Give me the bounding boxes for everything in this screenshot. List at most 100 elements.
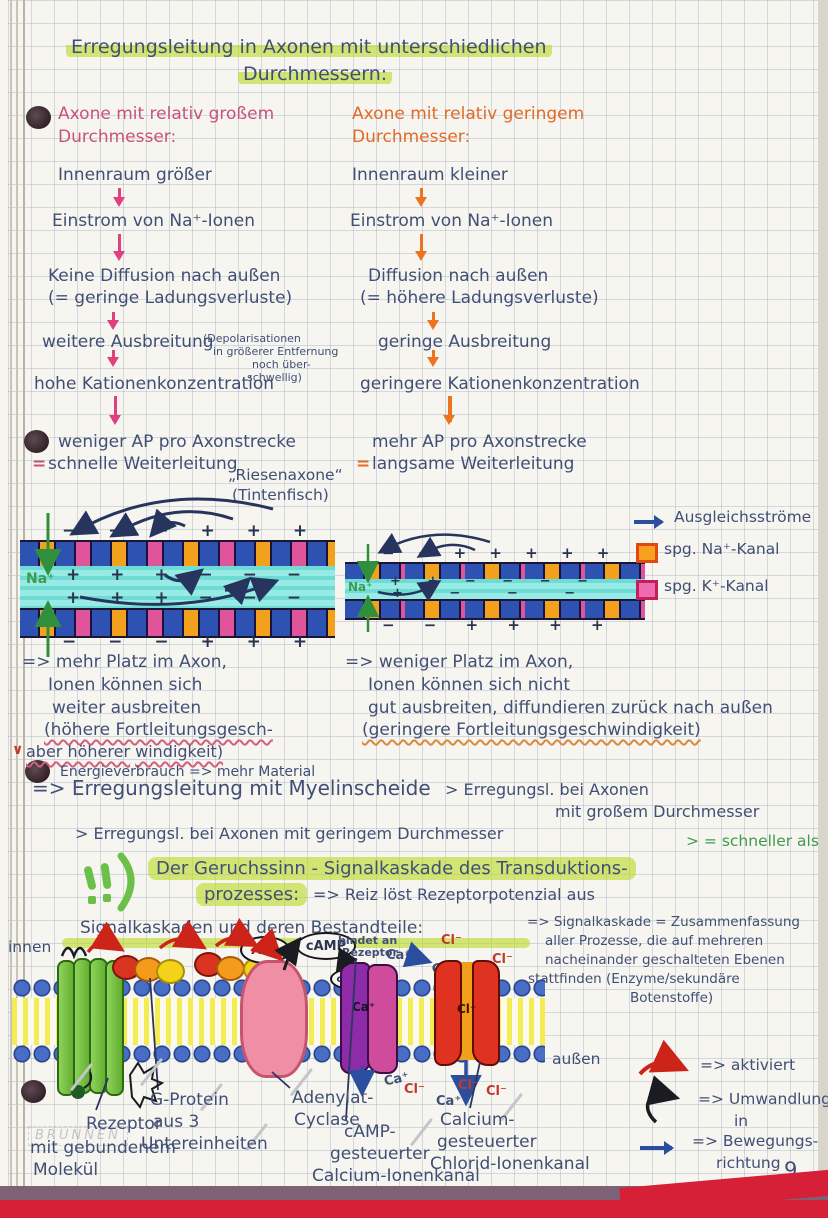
right-step-kationen: geringere Kationenkonzentration [360,374,640,394]
concl-left-2: Ionen können sich [48,675,203,695]
right-step-ausbreitung: geringe Ausbreitung [378,332,552,352]
legend-na-kanal: spg. Na⁺-Kanal [664,540,780,558]
left-col-heading-2: Durchmesser: [58,127,177,147]
cl-ion-label: Cl⁻ [486,1084,507,1099]
reiz-note: => Reiz löst Rezeptorpotenzial aus [312,885,595,904]
concl-right-4: (geringere Fortleitungsgeschwindigkeit) [362,720,701,740]
label-rezeptor-3: Molekül [33,1160,99,1180]
label-calcium-kanal-3: Chlorid-Ionenkanal [430,1154,590,1174]
right-step-weiterleitung: langsame Weiterleitung [372,454,575,474]
right-step-diffusion-2: (= höhere Ladungsverluste) [360,288,599,308]
note-line-2: aller Prozesse, die auf mehreren [545,933,764,949]
axon-right-membrane-bottom [345,599,645,620]
punch-hole [25,760,50,783]
punch-hole [24,430,49,453]
left-note-4: schwellig) [247,371,302,384]
flow-arrow-down [113,188,125,207]
flow-arrow-down [113,234,125,261]
legend2-aktiviert: => aktiviert [700,1056,796,1074]
concl-left-5: windigkeit) [135,742,224,761]
myelin-line1b: > Erregungsl. bei Axonen [445,780,649,799]
note-line-3: nacheinander geschalteten Ebenen [545,952,785,968]
cl-ion-label: Cl⁻ [492,952,513,967]
note-line-5: Botenstoffe) [630,990,714,1006]
label-rezeptor-1: Rezeptor [86,1114,162,1134]
flow-arrow-down [427,312,439,330]
concl-right-3: gut ausbreiten, diffundieren zurück nach… [368,698,773,718]
label-camp-kanal-1: cAMP- [344,1122,396,1142]
bindet-an-label-1: bindet an [338,934,398,947]
flow-arrow-down [415,188,427,207]
legend2-bewegung-2: richtung [716,1154,781,1172]
insert-aber-hoeherer: aber höherer windigkeit) [26,742,224,761]
left-note-2: in größerer Entfernung [213,345,339,358]
aussen-label: außen [552,1050,601,1068]
left-step-einstrom: Einstrom von Na⁺-Ionen [52,211,256,231]
legend2-bewegung-1: => Bewegungs- [692,1132,819,1150]
right-step-einstrom: Einstrom von Na⁺-Ionen [350,211,554,231]
membrane-diagram-annotations [60,918,482,1121]
bewegungsrichtung-arrow-icon [640,1141,674,1154]
chloride-channel-left [434,960,462,1066]
label-gprotein-1: G-Protein [150,1090,229,1110]
green-mark-icon [117,852,135,912]
concl-left-3: weiter ausbreiten [52,698,202,718]
cl-ion-label: Cl⁻ [458,1078,479,1093]
axon-right-arrows [356,532,491,632]
label-gprotein-2: aus 3 [153,1112,200,1132]
axon-left-signs-below: − − − + + + [62,632,308,652]
brunnen-watermark: BRUNNEN [28,1126,128,1146]
left-col-heading-1: Axone mit relativ großem [58,104,275,124]
insert-energieverbrauch: Energieverbrauch => mehr Material [60,764,316,780]
axon-left-arrows [34,497,280,657]
section2-title-line1: Der Geruchssinn - Signalkaskade des Tran… [148,857,636,880]
left-step-ausbreitung: weitere Ausbreitung [42,332,214,352]
flow-arrow-down [107,350,119,367]
label-adenylat-2: Cyclase [294,1110,360,1130]
left-step-kationen: hohe Kationenkonzentration [34,374,275,394]
right-col-heading-1: Axone mit relativ geringem [352,104,585,124]
legend-ausgleichsstroeme: Ausgleichsströme [674,508,812,526]
left-equals: = [32,454,47,474]
right-step-ap: mehr AP pro Axonstrecke [372,432,587,452]
right-col-heading-2: Durchmesser: [352,127,471,147]
label-rezeptor-2: mit gebundenem [30,1138,176,1158]
cl-ion-label: Cl⁻ [457,1002,477,1016]
ca-ion-label: Ca⁺ [436,1094,462,1109]
riesenaxone-label: „Riesenaxone“ [228,466,343,484]
flow-arrow-down [415,234,427,261]
left-note-3: noch über- [252,358,311,371]
label-calcium-kanal-1: Calcium- [440,1110,515,1130]
section1-title-line2: Durchmessern: [238,63,393,86]
legend-k-kanal: spg. K⁺-Kanal [664,577,769,595]
left-step-diffusion-2: (= geringe Ladungsverluste) [48,288,293,308]
label-camp-kanal-2: gesteuerter [330,1144,430,1164]
myelin-line1c: mit großem Durchmesser [555,802,760,821]
aktiviert-arrow-icon [638,1039,689,1076]
left-step-weiterleitung: schnelle Weiterleitung [48,454,238,474]
concl-right-1: => weniger Platz im Axon, [345,652,574,672]
note-line-4: stattfinden (Enzyme/sekundäre [528,971,740,987]
k-channel-icon [636,580,658,600]
concl-left-4: (höhere Fortleitungsgesch- [44,720,273,740]
umwandlung-arrow-icon [645,1075,681,1124]
highlight: Erregungsleitung in Axonen mit unterschi… [66,36,552,58]
green-mark-icon [103,894,111,902]
flow-arrow-down [427,350,439,367]
left-note-1: (Depolarisationen [203,332,301,345]
schneller-als-note: > = schneller als [686,832,819,850]
innen-label: innen [8,938,52,956]
flow-arrow-down [107,312,119,330]
ausgleichsstroeme-arrow-icon [634,515,664,528]
green-mark-icon [88,896,96,904]
left-step-diffusion-1: Keine Diffusion nach außen [48,266,281,286]
legend2-umwandlung-1: => Umwandlung [698,1090,828,1108]
na-channel-icon [636,543,658,563]
chloride-channel-right [472,960,500,1066]
left-step-innenraum: Innenraum größer [58,165,212,185]
right-step-diffusion-1: Diffusion nach außen [368,266,549,286]
axon-left-membrane-bottom [20,608,335,638]
tintenfisch-label: (Tintenfisch) [232,486,329,504]
left-step-ap: weniger AP pro Axonstrecke [58,432,296,452]
g-protein-gamma [156,959,185,984]
